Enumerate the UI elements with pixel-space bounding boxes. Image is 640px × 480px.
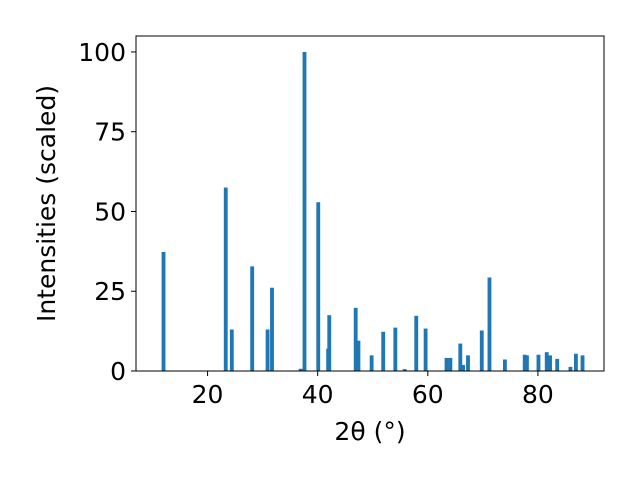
bar [444,357,449,371]
bar [393,327,398,371]
bar [270,287,274,371]
bar [316,202,321,371]
bar [458,343,463,371]
y-tick-label: 100 [78,38,126,67]
bar [568,366,573,371]
bar [414,315,419,371]
bar [544,352,549,371]
bar [536,354,541,371]
bar [302,51,307,371]
bar [265,329,270,371]
bar [423,328,428,371]
y-tick-label: 0 [110,357,126,386]
bar [524,355,529,371]
bar [487,277,492,371]
bar [161,252,166,371]
x-axis-ticks: 20 40 60 80 [192,371,554,409]
x-tick-label: 40 [302,380,334,409]
bar [555,358,560,371]
y-axis-ticks: 0 25 50 75 100 [78,38,136,386]
bar [369,355,374,371]
x-axis-label: 2θ (°) [334,417,405,446]
bar [353,307,358,371]
bar [229,329,234,371]
bar [223,187,228,371]
bar [356,340,361,371]
bar [250,266,255,371]
bar [461,364,465,371]
y-tick-label: 25 [94,277,126,306]
bar [327,315,332,371]
bar [448,357,453,371]
plot-frame [135,35,605,372]
y-tick-label: 75 [94,118,126,147]
y-tick-label: 50 [94,197,126,226]
y-axis-label: Intensities (scaled) [32,85,61,322]
bar [522,354,527,371]
x-tick-label: 60 [412,380,444,409]
x-tick-label: 20 [192,380,224,409]
bar [580,355,585,371]
bars-group [161,51,585,371]
bar [466,355,470,371]
bar [479,330,484,371]
bar [402,369,407,371]
bar [502,359,507,371]
bar [548,355,552,371]
bar [298,368,303,371]
bar [573,353,578,371]
x-tick-label: 80 [522,380,554,409]
bar [381,331,386,371]
